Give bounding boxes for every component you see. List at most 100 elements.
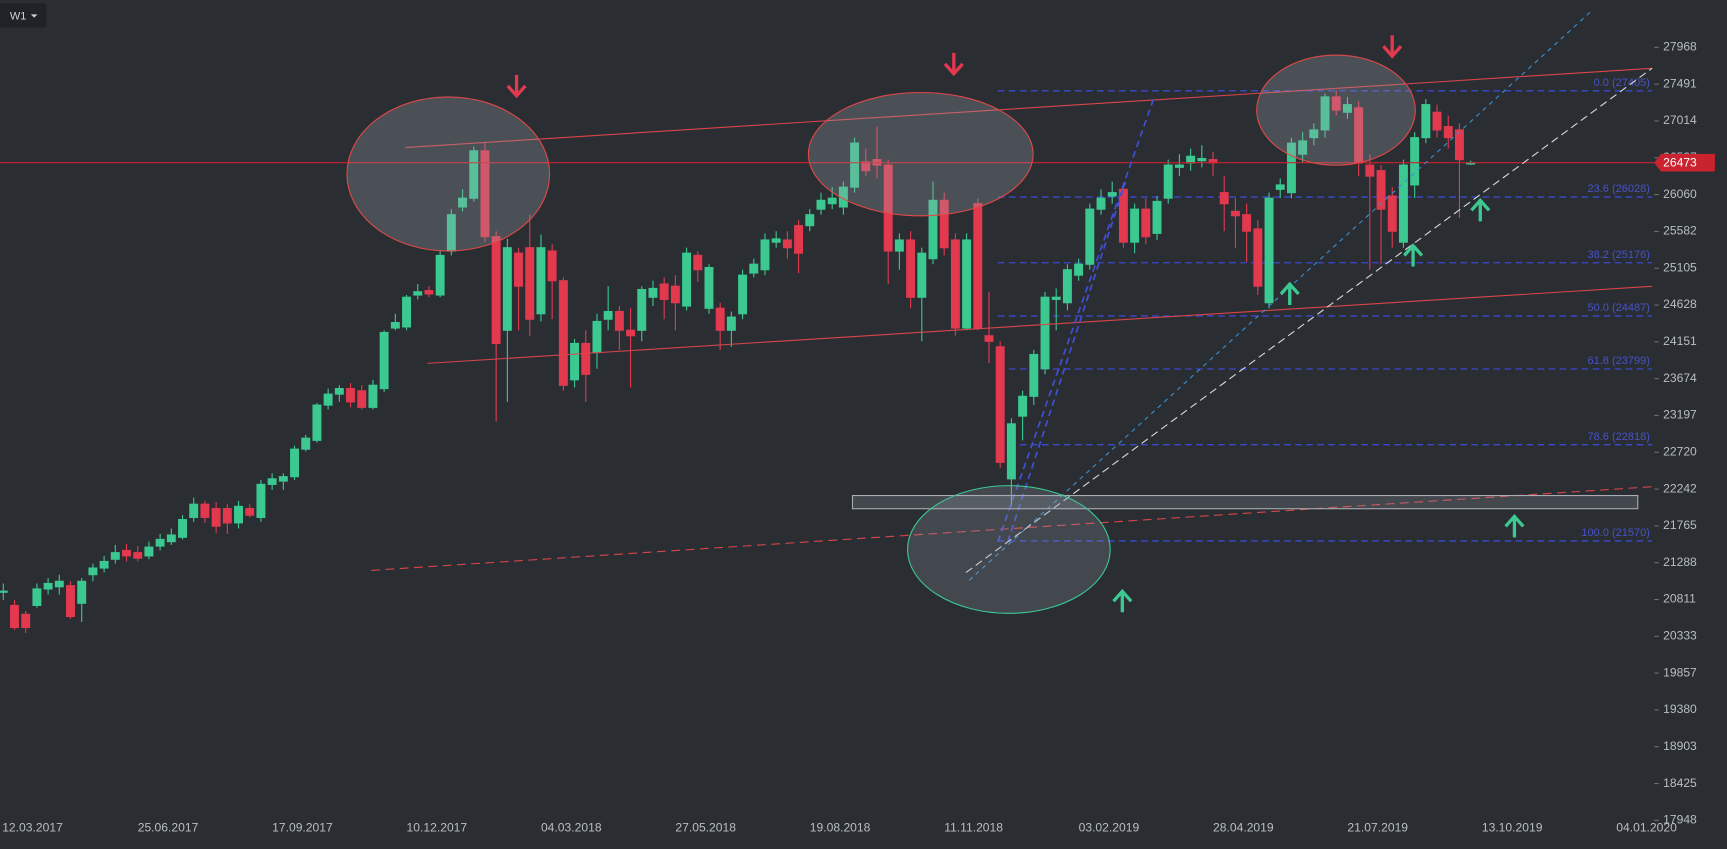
candle-body (928, 199, 938, 260)
candle-body (1040, 296, 1050, 370)
candle-body (1387, 195, 1397, 232)
candle-body (738, 274, 748, 315)
candle-body (1298, 140, 1308, 155)
candle-body (995, 346, 1005, 463)
candle-body (10, 604, 19, 629)
candle-body (1331, 96, 1341, 111)
y-tick-label: 18425 (1663, 776, 1697, 790)
candle-body (614, 310, 624, 331)
candle-body (525, 247, 535, 320)
candle-body (704, 266, 714, 309)
candle-body (413, 291, 423, 296)
y-tick-label: 25582 (1663, 224, 1697, 238)
fib-label: 23.6 (26028) (1588, 183, 1650, 195)
x-tick-label: 27.05.2018 (675, 820, 736, 834)
candle-body (99, 560, 109, 569)
y-tick-label: 26060 (1663, 187, 1697, 201)
candle-body (1410, 137, 1420, 186)
candle-body (592, 320, 602, 353)
candle-body (256, 483, 266, 518)
candle-body (32, 588, 42, 606)
highlight-ellipse (346, 96, 551, 252)
candle-body (1107, 192, 1117, 197)
y-tick-label: 21288 (1663, 555, 1697, 569)
plot-layer: 0.0 (27405) 23.6 (26028) 38.2 (25176) 50.0 … (0, 77, 1653, 633)
x-tick-label: 19.08.2018 (810, 820, 871, 834)
candle-body (1029, 353, 1039, 397)
trend-line (997, 96, 1156, 543)
last-price-badge (1654, 153, 1715, 172)
trend-line (965, 67, 1653, 574)
candle-body (458, 197, 468, 208)
candle-body (133, 552, 143, 559)
fib-label: 61.8 (23799) (1588, 355, 1650, 367)
x-tick-label: 17.09.2017 (272, 820, 333, 834)
fib-label: 100.0 (21570) (1581, 527, 1650, 539)
candle-body (1376, 170, 1386, 210)
candle-body (771, 238, 781, 243)
candle-body (435, 254, 445, 296)
candle-body (278, 476, 288, 482)
candle-body (368, 384, 378, 408)
candle-body (693, 254, 703, 271)
candle-body (301, 437, 311, 450)
candle-body (402, 296, 412, 328)
y-tick-label: 19857 (1663, 665, 1697, 679)
candle-body (1309, 129, 1319, 139)
candle-body (1085, 208, 1095, 265)
support-zone (851, 494, 1639, 510)
candle-body (939, 199, 949, 249)
timeframe-button[interactable]: W1 (0, 3, 47, 28)
candle-body (1163, 164, 1173, 199)
candle-body (670, 285, 680, 304)
candle-body (827, 197, 837, 205)
candle-body (1454, 129, 1464, 161)
candle-body (715, 307, 725, 331)
up-arrow (1403, 243, 1424, 267)
y-tick-label: 20333 (1663, 629, 1697, 643)
candle-body (43, 582, 53, 590)
candle-body (726, 316, 736, 331)
candle-body (648, 287, 658, 298)
timeframe-label[interactable]: W1 (10, 10, 27, 22)
candle-body (1320, 96, 1330, 131)
dropdown-caret (30, 14, 38, 18)
candle-body (917, 252, 927, 298)
candle-body (77, 580, 87, 604)
candle-body (1342, 104, 1352, 113)
x-tick-label: 11.11.2018 (944, 820, 1003, 834)
y-tick-label: 20811 (1663, 592, 1696, 606)
candle-body (357, 390, 367, 408)
x-tick-label: 28.04.2019 (1213, 820, 1274, 834)
button-bg (0, 3, 47, 28)
fib-label: 0.0 (27405) (1594, 77, 1650, 89)
candle-body (390, 321, 400, 329)
candle-body (950, 239, 960, 329)
candle-body (782, 239, 792, 249)
y-tick-label: 19380 (1663, 702, 1697, 716)
candle-body (491, 236, 501, 345)
highlight-ellipse (807, 91, 1034, 217)
fib-label: 38.2 (25176) (1588, 249, 1650, 261)
candle-body (1197, 157, 1207, 162)
candle-body (984, 335, 994, 342)
candle-body (234, 505, 243, 524)
candle-body (1253, 228, 1263, 287)
candle-body (267, 478, 277, 485)
trend-line (427, 285, 1653, 364)
x-tick-label: 13.10.2019 (1482, 820, 1543, 834)
down-arrow (506, 74, 527, 99)
annotations (346, 10, 1653, 614)
highlight-ellipse (907, 485, 1111, 614)
x-tick-label: 04.03.2018 (541, 820, 602, 834)
candle-body (1152, 200, 1162, 234)
candle-body (906, 239, 916, 298)
candle-body (0, 590, 8, 593)
candle-body (379, 331, 389, 390)
y-tick-label: 21765 (1663, 518, 1697, 532)
candle-body (1062, 269, 1072, 304)
candle-body (110, 552, 120, 560)
fib-label: 50.0 (24487) (1588, 302, 1650, 314)
y-tick-label: 22242 (1663, 481, 1697, 495)
candle-body (973, 203, 983, 329)
